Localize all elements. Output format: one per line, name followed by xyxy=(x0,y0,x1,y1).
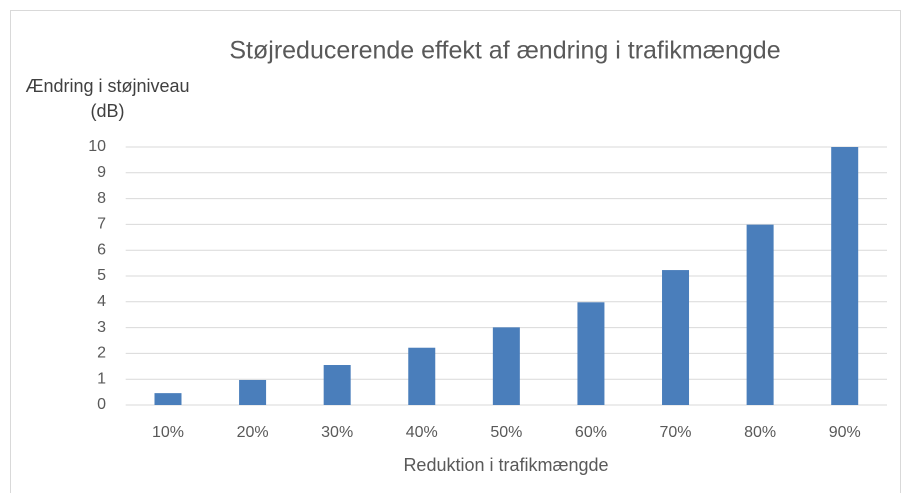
bar xyxy=(831,147,859,405)
bar xyxy=(154,393,182,405)
y-tick-label: 0 xyxy=(97,396,106,413)
chart-border xyxy=(10,10,901,493)
bar xyxy=(577,302,605,405)
bar xyxy=(408,347,436,405)
y-tick-label: 3 xyxy=(97,319,106,336)
bar xyxy=(662,270,690,405)
x-axis-title: Reduktion i trafikmængde xyxy=(403,455,608,475)
bar xyxy=(323,365,351,405)
y-axis-title: Ændring i støjniveau (dB) xyxy=(25,76,190,121)
y-tick-label: 8 xyxy=(97,190,106,207)
bar xyxy=(746,224,774,405)
x-tick-label: 30% xyxy=(321,424,353,441)
x-tick-label: 40% xyxy=(406,424,438,441)
chart-title: Støjreducerende effekt af ændring i traf… xyxy=(229,37,780,65)
x-tick-label: 80% xyxy=(744,424,776,441)
x-tick-label: 90% xyxy=(829,424,861,441)
x-tick-label: 10% xyxy=(152,424,184,441)
x-tick-label: 70% xyxy=(660,424,692,441)
y-tick-label: 2 xyxy=(97,345,106,362)
y-tick-label: 10 xyxy=(88,138,106,155)
bar xyxy=(492,327,520,405)
y-tick-label: 6 xyxy=(97,241,106,258)
x-tick-label: 20% xyxy=(237,424,269,441)
bar xyxy=(239,379,267,405)
y-tick-label: 9 xyxy=(97,164,106,181)
x-tick-label: 50% xyxy=(490,424,522,441)
y-tick-label: 5 xyxy=(97,267,106,284)
y-tick-label: 7 xyxy=(97,216,106,233)
y-tick-label: 4 xyxy=(97,293,106,310)
y-tick-label: 1 xyxy=(97,370,106,387)
x-tick-label: 60% xyxy=(575,424,607,441)
